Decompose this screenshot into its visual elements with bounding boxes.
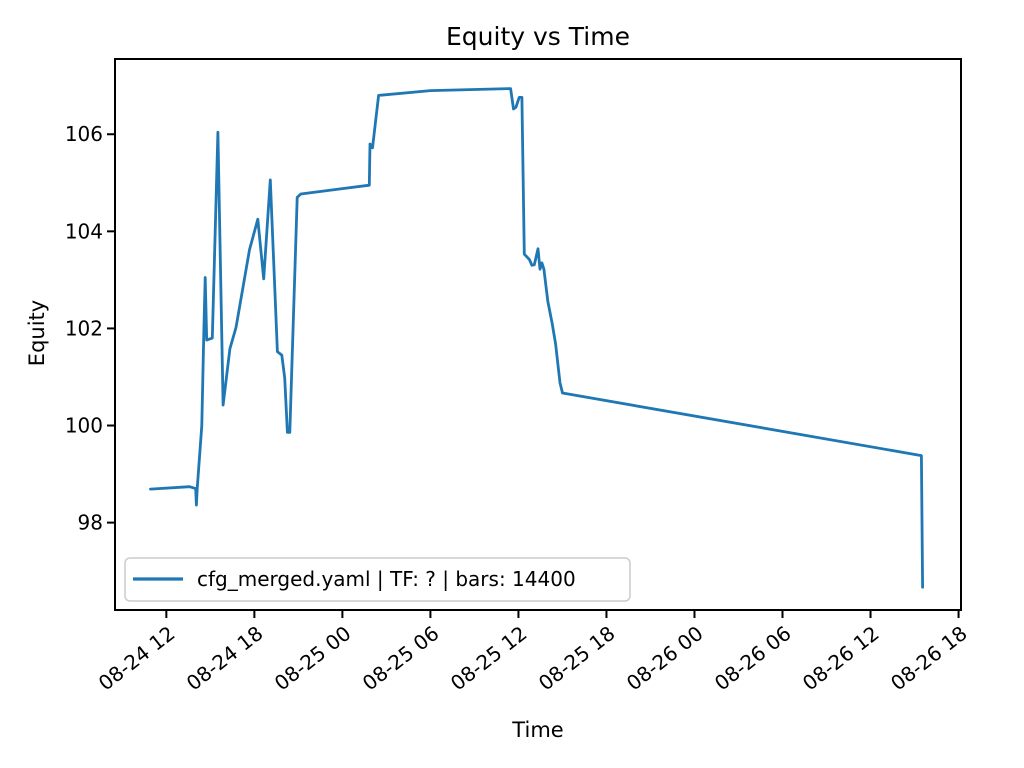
x-tick-label: 08-26 12: [798, 621, 884, 695]
x-tick-label: 08-26 06: [710, 621, 796, 695]
y-tick-label: 98: [78, 511, 103, 535]
x-tick-label: 08-25 00: [270, 621, 356, 695]
x-tick-label: 08-24 12: [94, 621, 180, 695]
x-axis-label: Time: [511, 718, 563, 742]
x-tick-label: 08-24 18: [182, 621, 268, 695]
y-tick-label: 102: [65, 316, 103, 340]
y-axis-ticks: 98 100 102 104 106: [65, 122, 115, 535]
legend-label: cfg_merged.yaml | TF: ? | bars: 14400: [197, 567, 576, 591]
legend: cfg_merged.yaml | TF: ? | bars: 14400: [124, 557, 631, 602]
plot-area-border: [114, 58, 962, 611]
x-axis-ticks: 08-24 12 08-24 18 08-25 00 08-25 06 08-25 12…: [94, 610, 972, 695]
x-tick-label: 08-25 06: [358, 621, 444, 695]
y-axis-label: Equity: [25, 300, 49, 366]
x-tick-label: 08-26 00: [622, 621, 708, 695]
legend-box: [124, 557, 631, 602]
y-tick-label: 100: [65, 414, 103, 438]
y-tick-label: 106: [65, 122, 103, 146]
x-tick-label: 08-25 18: [534, 621, 620, 695]
chart-title: Equity vs Time: [446, 22, 630, 51]
equity-series-line: [149, 87, 924, 589]
x-tick-label: 08-26 18: [886, 621, 972, 695]
x-tick-label: 08-25 12: [446, 621, 532, 695]
y-tick-label: 104: [65, 219, 103, 243]
